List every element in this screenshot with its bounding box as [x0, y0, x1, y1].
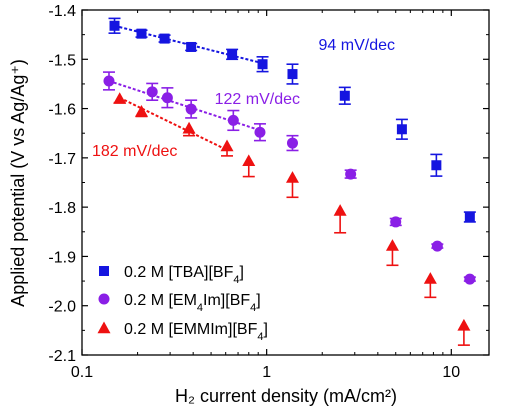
data-point	[113, 92, 127, 104]
data-point	[227, 49, 238, 60]
legend-marker	[99, 266, 109, 276]
data-point	[339, 90, 350, 101]
data-point	[220, 139, 234, 152]
y-tick-label: -1.5	[48, 52, 76, 69]
data-point	[345, 168, 357, 180]
data-point	[464, 212, 475, 222]
data-point	[186, 41, 197, 52]
y-tick-label: -2.0	[48, 299, 76, 316]
y-axis-label: Applied potential (V vs Ag/Ag⁺)	[8, 59, 28, 307]
x-tick-label: 1	[262, 364, 271, 381]
data-point	[109, 20, 120, 31]
data-point	[390, 216, 402, 228]
data-point	[182, 121, 196, 134]
data-point	[254, 126, 266, 138]
data-point	[286, 137, 298, 149]
data-point	[159, 33, 170, 44]
data-point	[146, 86, 158, 98]
data-point	[257, 59, 268, 70]
legend-marker	[97, 321, 111, 334]
y-tick-label: -1.9	[48, 249, 76, 266]
data-point	[134, 105, 148, 117]
data-point	[457, 318, 471, 331]
data-point	[227, 114, 239, 126]
x-tick-label: 0.1	[71, 364, 93, 381]
y-tick-label: -1.8	[48, 200, 76, 217]
data-point	[136, 28, 147, 39]
data-point	[333, 204, 347, 216]
legend-label: 0.2 M [TBA][BF4]	[124, 264, 244, 286]
legend: 0.2 M [TBA][BF4] 0.2 M [EM4Im][BF4] 0.2 M …	[97, 264, 268, 343]
data-point	[423, 272, 437, 284]
data-point	[103, 75, 115, 87]
legend-marker	[98, 293, 110, 305]
legend-label: 0.2 M [EM4Im][BF4]	[124, 292, 261, 314]
data-points	[103, 20, 476, 331]
y-tick-label: -1.4	[48, 3, 76, 20]
slope-label: 94 mV/dec	[319, 37, 395, 54]
slope-labels: 94 mV/dec 122 mV/dec 182 mV/dec	[92, 37, 395, 160]
y-tick-label: -1.7	[48, 151, 76, 168]
legend-label: 0.2 M [EMMIm][BF4]	[124, 321, 268, 343]
data-point	[161, 92, 173, 104]
x-axis-label: H₂ current density (mA/cm²)	[175, 386, 397, 406]
x-axis: 0.1 1 10	[71, 10, 460, 381]
data-point	[185, 103, 197, 115]
y-axis: -1.4 -1.5 -1.6 -1.7 -1.8 -1.9 -2.0 -2.1	[48, 3, 489, 365]
y-tick-label: -1.6	[48, 102, 76, 119]
slope-label: 182 mV/dec	[92, 143, 177, 160]
data-point	[396, 124, 407, 135]
y-tick-label: -2.1	[48, 348, 76, 365]
data-point	[385, 239, 399, 251]
data-point	[285, 171, 299, 183]
x-tick-label: 10	[442, 364, 460, 381]
data-point	[287, 69, 298, 80]
data-point	[464, 273, 476, 285]
data-point	[431, 160, 442, 171]
data-point	[431, 240, 443, 252]
data-point	[242, 154, 256, 167]
slope-label: 122 mV/dec	[215, 91, 300, 108]
